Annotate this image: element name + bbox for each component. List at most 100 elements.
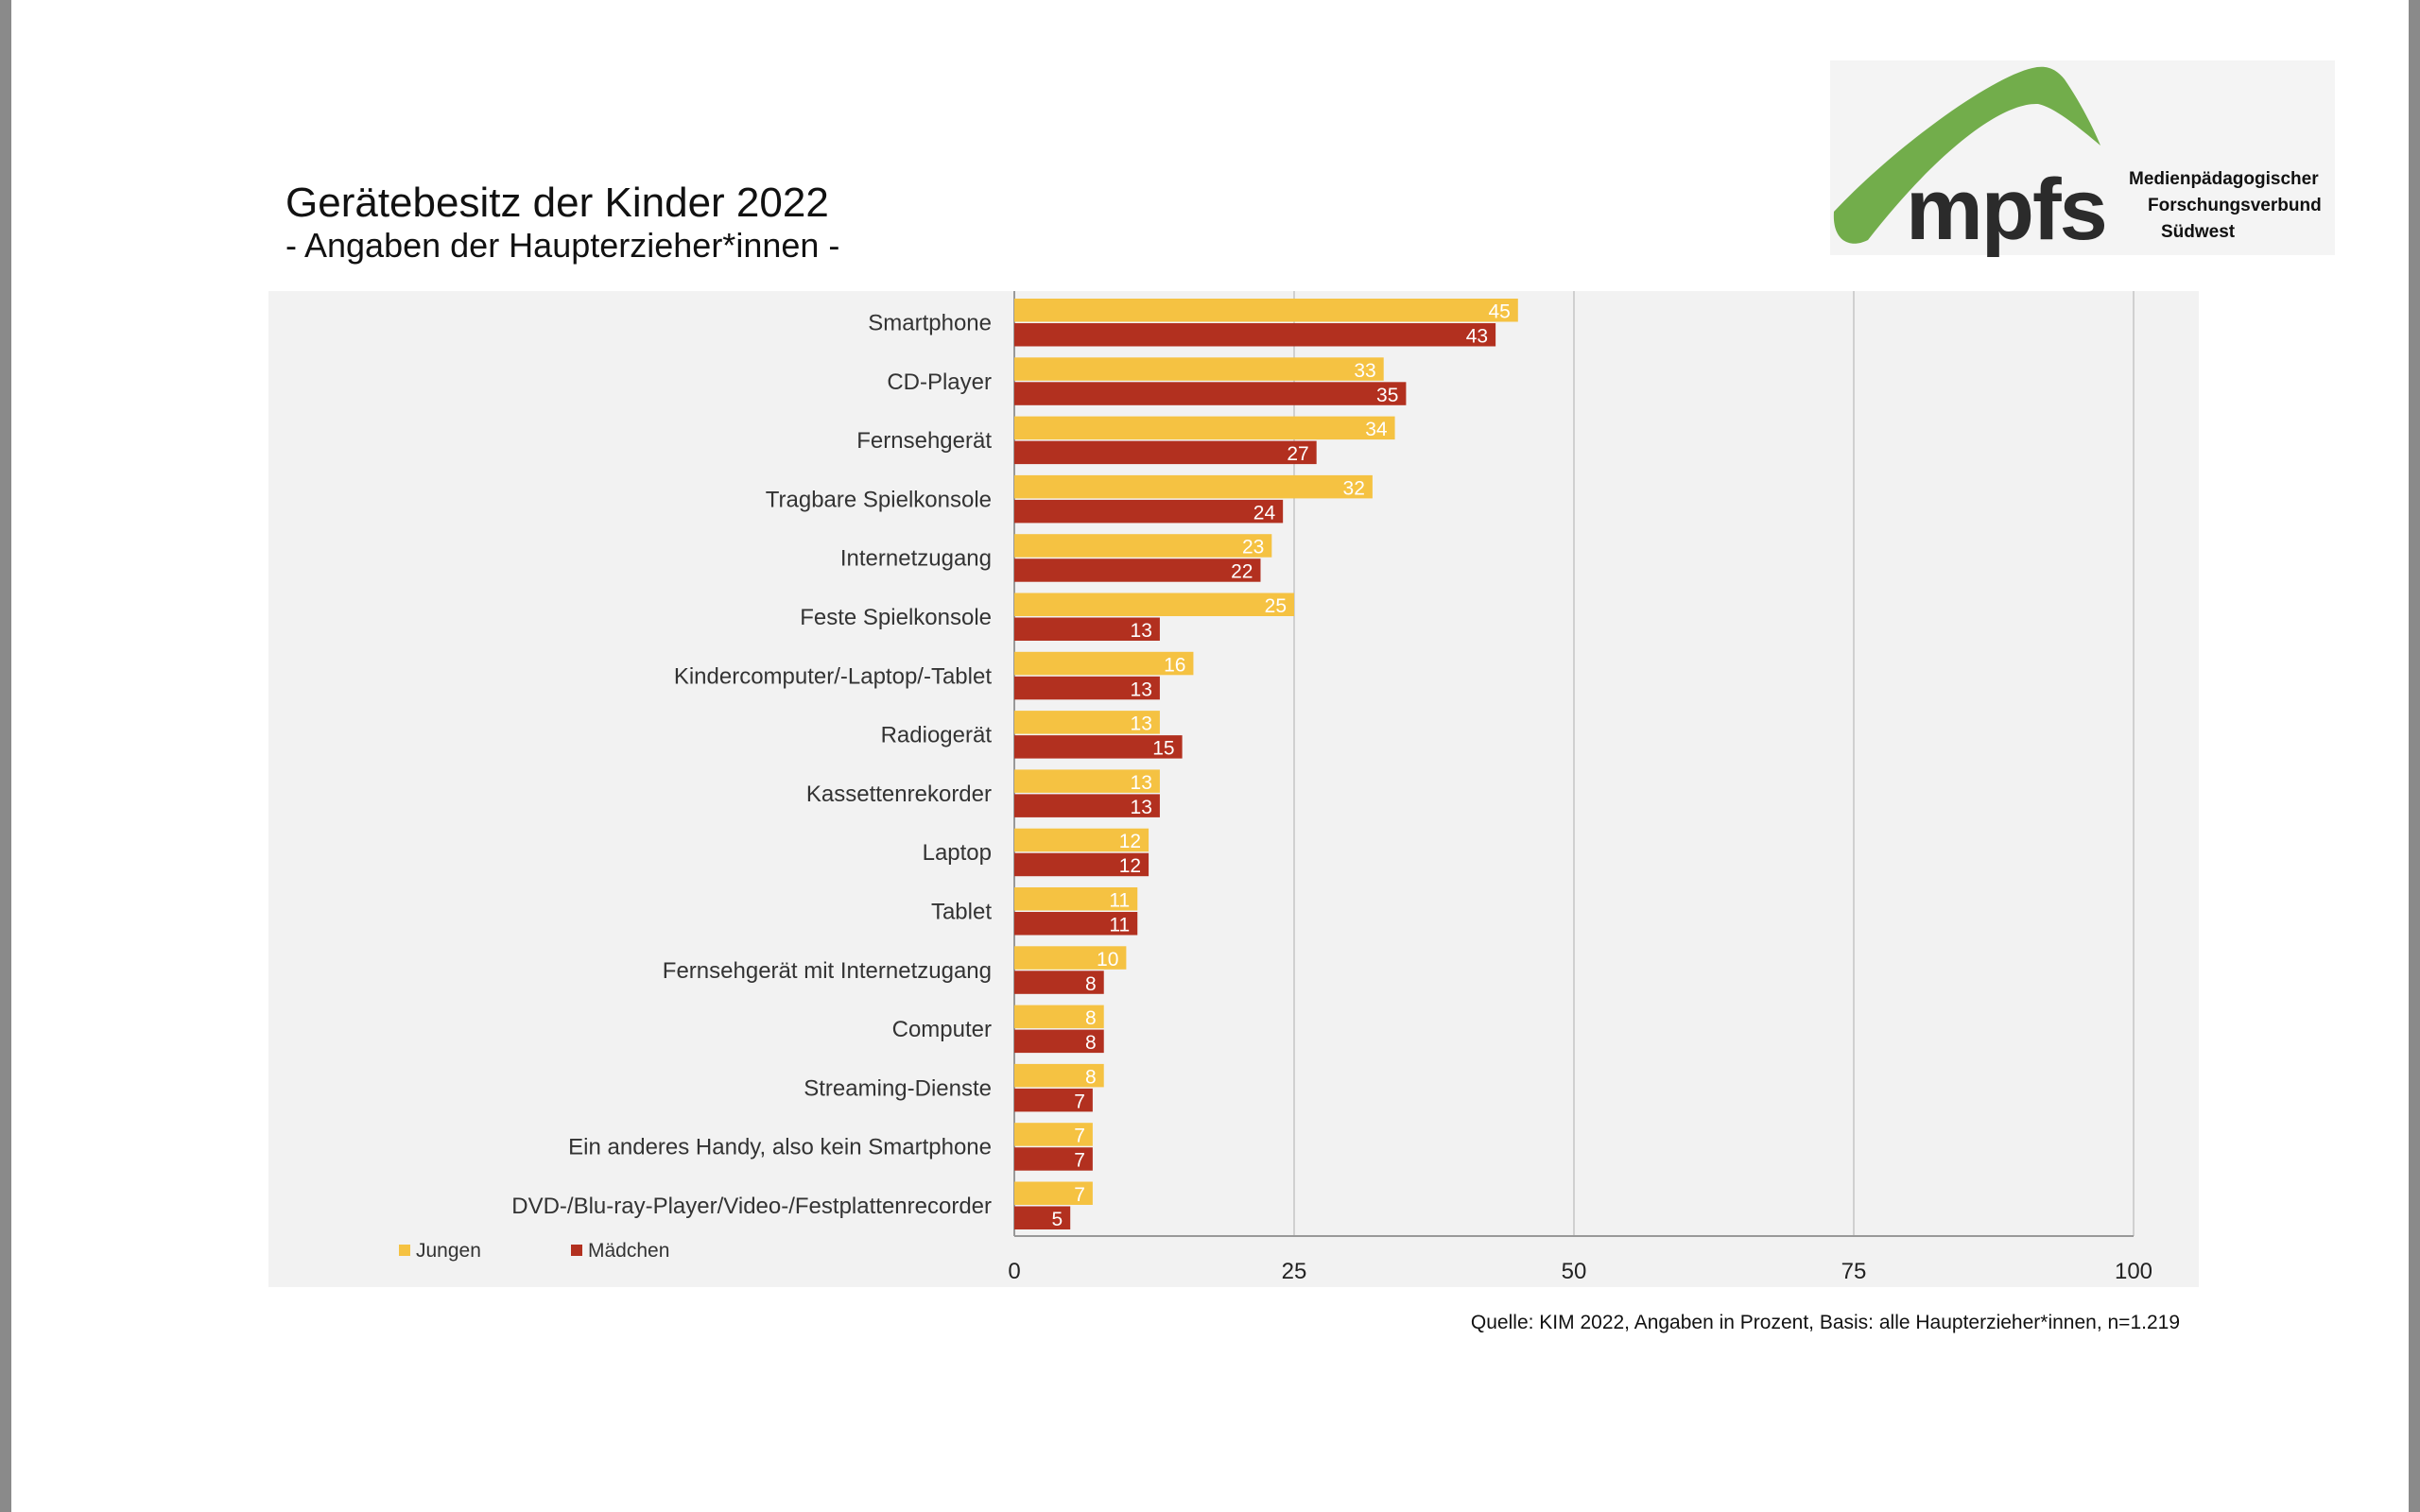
category-label: DVD-/Blu-ray-Player/Video-/Festplattenre… [511, 1194, 992, 1219]
bar-jungen [1014, 651, 1194, 676]
bar-maedchen [1014, 735, 1183, 759]
data-label: 7 [1074, 1125, 1085, 1147]
data-label: 25 [1265, 595, 1287, 617]
category-label: Tablet [931, 900, 992, 925]
data-label: 7 [1074, 1150, 1085, 1172]
bar-maedchen [1014, 676, 1160, 700]
category-label: Fernsehgerät mit Internetzugang [663, 958, 992, 984]
data-label: 24 [1253, 502, 1276, 524]
bar-maedchen [1014, 852, 1150, 877]
data-label: 8 [1085, 973, 1097, 995]
bar-jungen [1014, 828, 1150, 852]
category-label: Smartphone [868, 311, 992, 336]
bar-maedchen [1014, 971, 1104, 994]
x-tick-label: 50 [1562, 1259, 1587, 1284]
data-label: 7 [1074, 1184, 1085, 1206]
data-label: 32 [1343, 477, 1365, 499]
category-label: Fernsehgerät [856, 428, 992, 454]
chart-title: Gerätebesitz der Kinder 2022 [285, 180, 829, 226]
data-label: 8 [1085, 1007, 1097, 1029]
data-label: 35 [1376, 385, 1398, 406]
bar-maedchen [1014, 794, 1160, 817]
bar-maedchen [1014, 912, 1138, 936]
data-label: 15 [1152, 738, 1174, 760]
logo-line-2: Forschungsverbund [2148, 196, 2322, 215]
category-label: CD-Player [887, 369, 992, 395]
category-label: Kindercomputer/-Laptop/-Tablet [674, 663, 993, 689]
category-label: Internetzugang [840, 546, 992, 572]
data-label: 13 [1131, 713, 1152, 735]
data-label: 13 [1131, 679, 1152, 700]
data-label: 27 [1287, 443, 1308, 465]
legend-swatch-jungen [399, 1245, 410, 1256]
data-label: 45 [1488, 301, 1510, 323]
mpfs-logo: mpfs Medienpädagogischer Forschungsverbu… [1830, 60, 2335, 255]
data-label: 13 [1131, 772, 1152, 794]
bar-jungen [1014, 1063, 1104, 1088]
bar-jungen [1014, 769, 1160, 793]
legend-swatch-maedchen [571, 1245, 582, 1256]
data-label: 8 [1085, 1032, 1097, 1054]
bar-maedchen [1014, 323, 1496, 347]
data-label: 16 [1164, 654, 1185, 676]
bar-jungen [1014, 1123, 1093, 1146]
category-label: Radiogerät [881, 723, 993, 748]
x-tick-label: 25 [1282, 1259, 1307, 1284]
logo-wordmark: mpfs [1906, 162, 2108, 258]
data-label: 13 [1131, 797, 1152, 818]
bar-maedchen [1014, 558, 1261, 582]
data-label: 11 [1109, 915, 1130, 936]
bar-jungen [1014, 357, 1384, 381]
bar-jungen [1014, 1005, 1104, 1029]
window-border-left [0, 0, 11, 1512]
data-label: 13 [1131, 620, 1152, 642]
bar-maedchen [1014, 499, 1284, 524]
data-label: 8 [1085, 1066, 1097, 1088]
bar-jungen [1014, 299, 1518, 322]
logo-organisation-name: Medienpädagogischer Forschungsverbund Sü… [2129, 166, 2322, 246]
window-border-right [2409, 0, 2420, 1512]
source-note: Quelle: KIM 2022, Angaben in Prozent, Ba… [1470, 1312, 2180, 1333]
category-label: Feste Spielkonsole [800, 605, 992, 630]
data-label: 33 [1354, 360, 1375, 382]
chart-subtitle: - Angaben der Haupterzieher*innen - [285, 226, 840, 265]
data-label: 12 [1119, 855, 1141, 877]
bar-jungen [1014, 1181, 1093, 1205]
bar-maedchen [1014, 617, 1160, 641]
logo-roof-icon [1833, 66, 2100, 244]
legend-label-maedchen: Mädchen [588, 1240, 669, 1262]
data-label: 11 [1109, 890, 1130, 912]
bar-jungen [1014, 887, 1138, 911]
bar-maedchen [1014, 1029, 1104, 1054]
data-label: 34 [1365, 419, 1388, 440]
category-label: Laptop [923, 840, 992, 866]
x-tick-label: 75 [1841, 1259, 1867, 1284]
bar-maedchen [1014, 382, 1407, 405]
bar-maedchen [1014, 1088, 1093, 1112]
data-label: 22 [1231, 561, 1253, 583]
data-label: 5 [1052, 1209, 1063, 1230]
data-label: 7 [1074, 1091, 1085, 1112]
category-label: Streaming-Dienste [804, 1075, 992, 1101]
category-label: Ein anderes Handy, also kein Smartphone [568, 1135, 992, 1160]
bar-maedchen [1014, 1206, 1071, 1229]
data-label: 12 [1119, 831, 1141, 852]
category-label: Tragbare Spielkonsole [766, 487, 992, 512]
bar-jungen [1014, 593, 1294, 616]
bar-jungen [1014, 534, 1272, 558]
bar-jungen [1014, 711, 1160, 734]
title-block: Gerätebesitz der Kinder 2022 - Angaben d… [285, 180, 839, 265]
bar-jungen [1014, 946, 1127, 970]
legend-label-jungen: Jungen [416, 1240, 481, 1262]
x-tick-label: 0 [1008, 1259, 1020, 1284]
logo-line-3: Südwest [2161, 222, 2236, 242]
category-label: Computer [892, 1017, 992, 1042]
category-label: Kassettenrekorder [806, 782, 992, 807]
data-label: 10 [1097, 949, 1118, 971]
bar-maedchen [1014, 1147, 1093, 1171]
bar-jungen [1014, 474, 1373, 499]
data-label: 23 [1242, 537, 1264, 558]
x-tick-label: 100 [2115, 1259, 2152, 1284]
data-label: 43 [1466, 326, 1488, 348]
